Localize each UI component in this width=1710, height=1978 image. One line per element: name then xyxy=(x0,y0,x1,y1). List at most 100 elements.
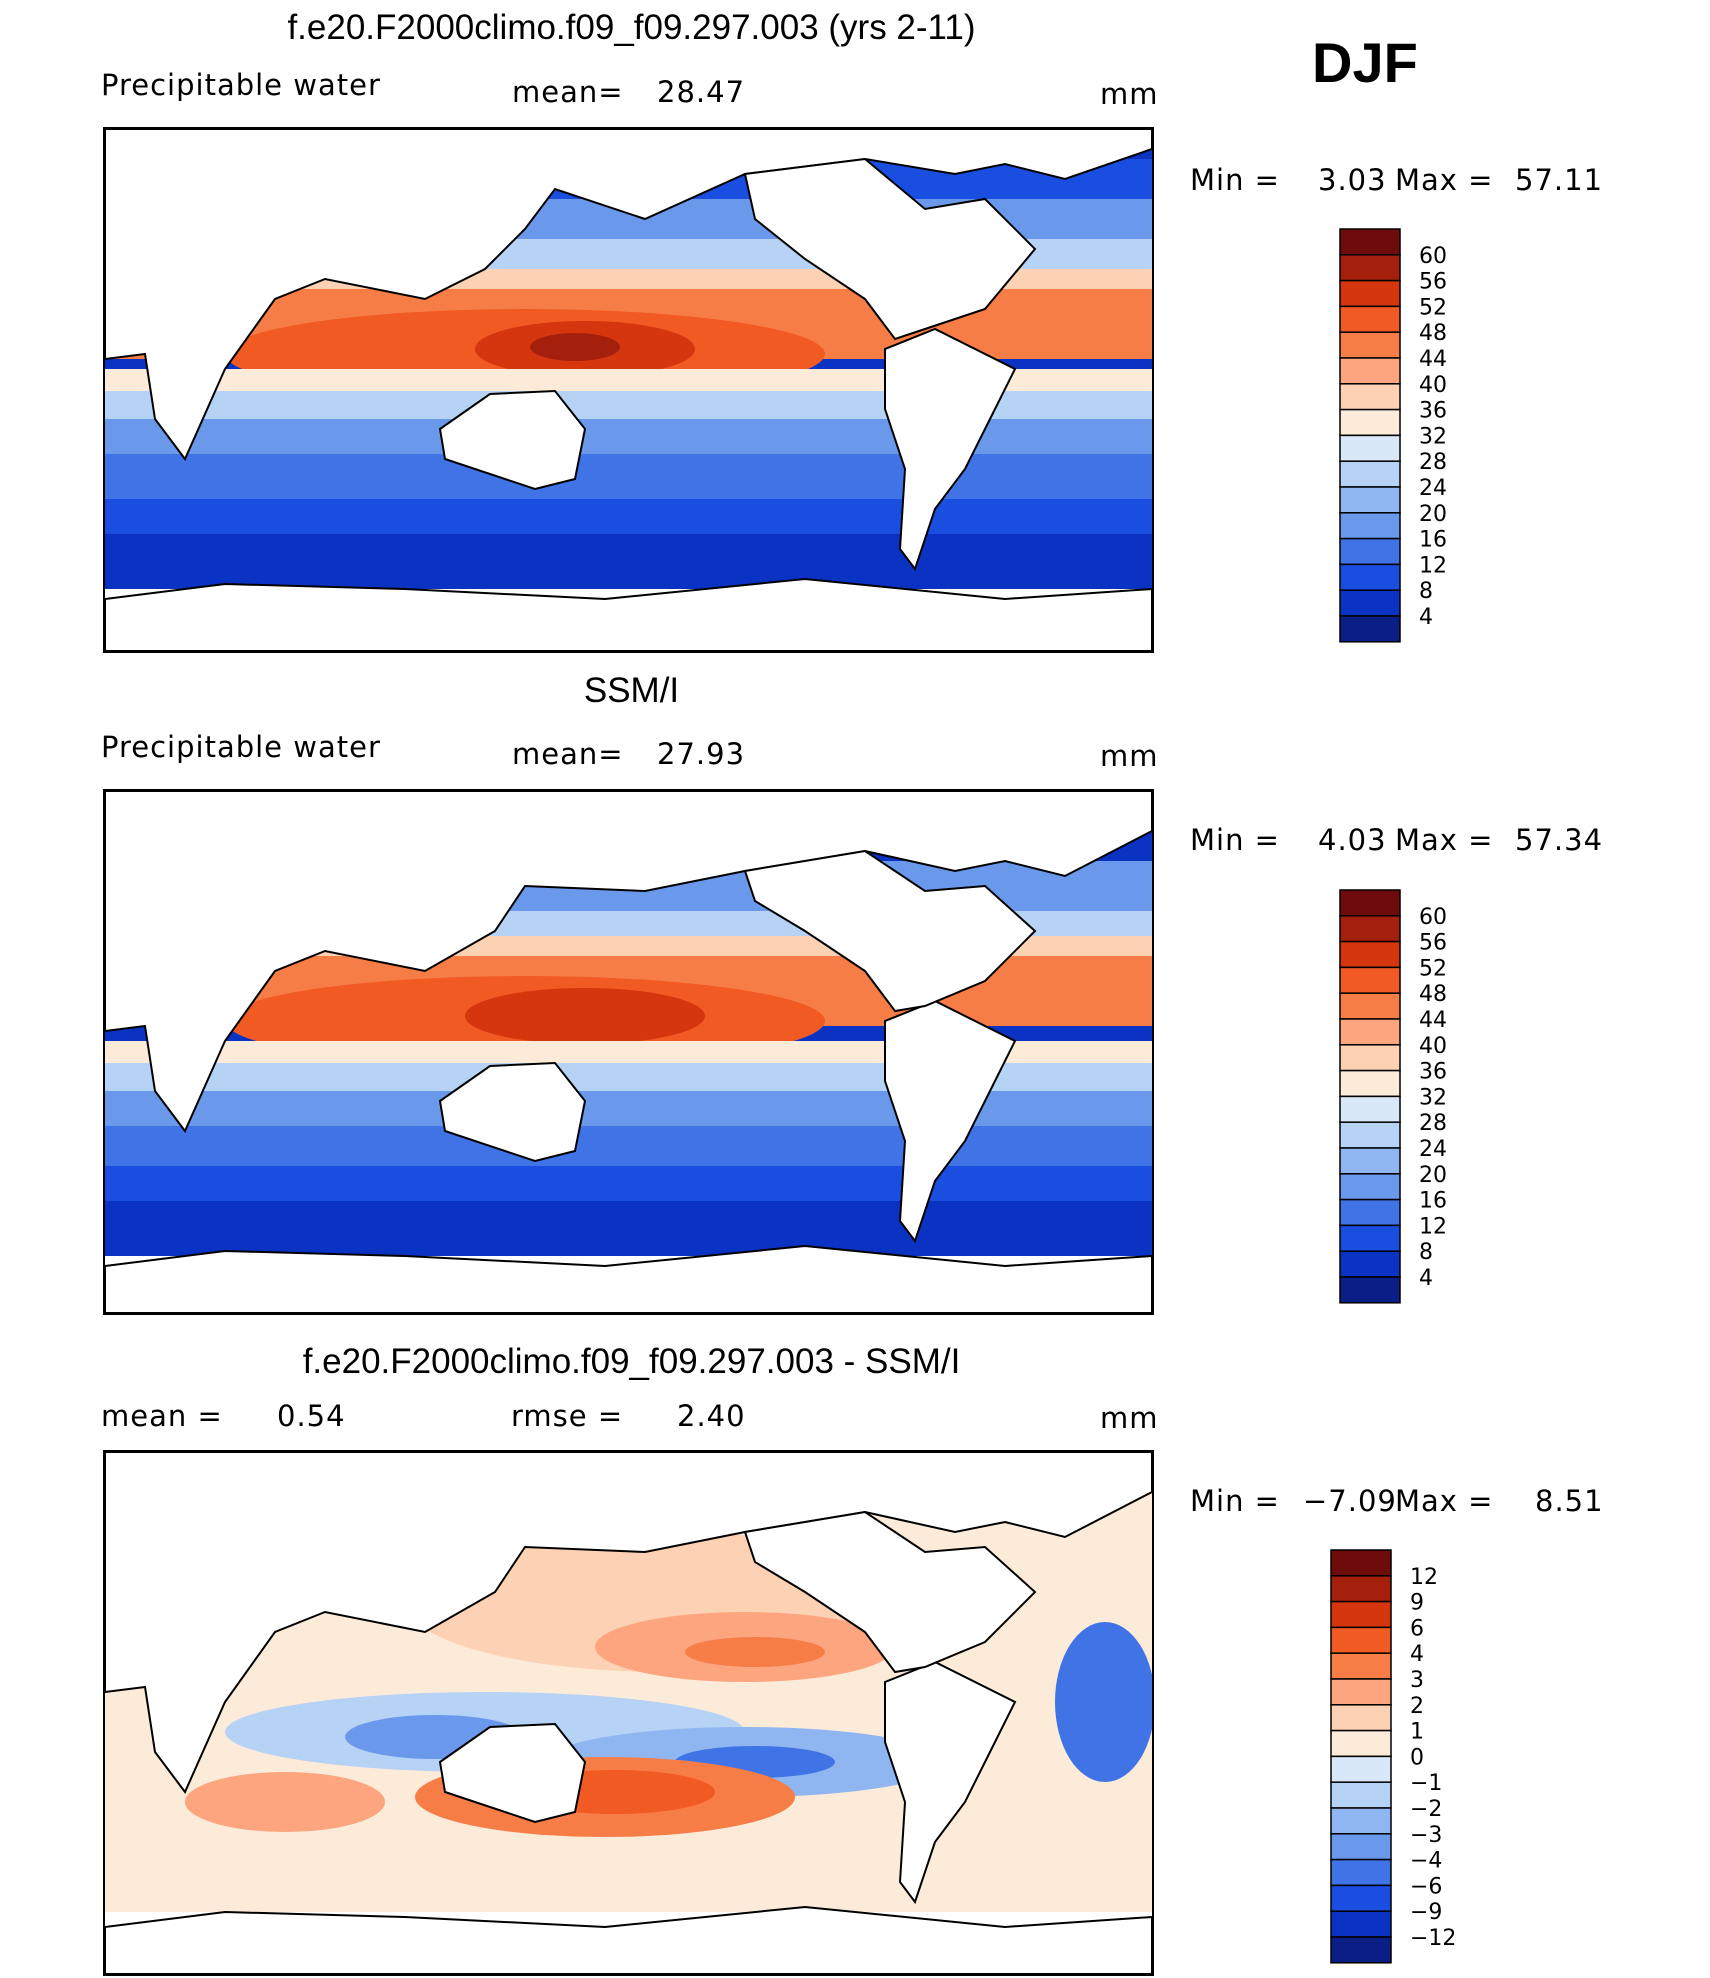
colorbar-tick-label: 32 xyxy=(1419,424,1447,449)
colorbar-swatch xyxy=(1330,1626,1392,1654)
panel2-colorbar: 60 56 52 48 44 40 36 32 28 24 20 16 12 8 4 xyxy=(1339,889,1479,1306)
panel3-min-label: Min = xyxy=(1190,1484,1280,1518)
colorbar-swatch xyxy=(1339,1198,1401,1227)
panel1-map-svg xyxy=(105,129,1152,651)
panel3-mean-value: 0.54 xyxy=(277,1399,346,1433)
colorbar-tick-label: 36 xyxy=(1419,1060,1447,1085)
colorbar-swatch xyxy=(1339,228,1401,256)
panel3-mean-label: mean = xyxy=(101,1399,223,1433)
colorbar-swatch xyxy=(1339,1018,1401,1046)
panel1-map xyxy=(103,127,1154,653)
panel2-variable-label: Precipitable water xyxy=(101,730,381,764)
panel2-max-label: Max = xyxy=(1395,823,1494,857)
colorbar-swatch xyxy=(1339,512,1401,540)
panel1-min-value: 3.03 xyxy=(1318,163,1387,197)
colorbar-swatch xyxy=(1330,1549,1392,1577)
panel1-variable-label: Precipitable water xyxy=(101,68,381,102)
colorbar-swatch xyxy=(1339,889,1401,917)
colorbar-swatch xyxy=(1339,305,1401,333)
colorbar-tick-label: 24 xyxy=(1419,476,1447,501)
season-label: DJF xyxy=(1312,31,1418,94)
colorbar-swatch xyxy=(1339,486,1401,514)
colorbar-tick-label: 56 xyxy=(1419,270,1447,295)
panel2-mean-value: 27.93 xyxy=(657,737,746,771)
colorbar-tick-label: −2 xyxy=(1410,1797,1442,1822)
colorbar-swatch xyxy=(1339,1069,1401,1098)
colorbar-swatch xyxy=(1339,254,1401,282)
panel3-max-label: Max = xyxy=(1395,1484,1494,1518)
colorbar-swatch xyxy=(1339,1044,1401,1072)
colorbar-tick-label: 12 xyxy=(1419,1214,1447,1239)
colorbar-swatch xyxy=(1339,966,1401,994)
colorbar-swatch xyxy=(1339,1224,1401,1252)
colorbar-tick-label: −6 xyxy=(1410,1874,1442,1899)
colorbar-swatch xyxy=(1330,1884,1392,1912)
colorbar-swatch xyxy=(1339,563,1401,591)
colorbar-tick-label: 60 xyxy=(1419,905,1447,930)
colorbar-swatch xyxy=(1339,1147,1401,1175)
colorbar-swatch xyxy=(1339,357,1401,385)
panel2-units: mm xyxy=(1100,739,1159,773)
colorbar-tick-label: 28 xyxy=(1419,1111,1447,1136)
colorbar-tick-label: 4 xyxy=(1410,1642,1424,1667)
colorbar-swatch xyxy=(1330,1678,1392,1706)
colorbar-tick-label: 8 xyxy=(1419,579,1433,604)
colorbar-swatch xyxy=(1339,408,1401,437)
panel1-units: mm xyxy=(1100,77,1159,111)
colorbar-swatch xyxy=(1339,1095,1401,1123)
colorbar-swatch xyxy=(1330,1858,1392,1887)
colorbar-tick-label: 4 xyxy=(1419,1266,1433,1291)
colorbar-tick-label: −1 xyxy=(1410,1771,1442,1796)
panel1-mean-value: 28.47 xyxy=(657,75,746,109)
colorbar-swatch xyxy=(1330,1910,1392,1938)
colorbar-tick-label: 40 xyxy=(1419,1034,1447,1059)
colorbar-tick-label: 60 xyxy=(1419,244,1447,269)
colorbar-tick-label: 12 xyxy=(1410,1565,1438,1590)
colorbar-swatch xyxy=(1330,1755,1392,1783)
panel3-rmse-label: rmse = xyxy=(511,1399,624,1433)
colorbar-swatch xyxy=(1330,1781,1392,1809)
panel2-mean-label: mean= xyxy=(512,737,624,771)
colorbar-tick-label: −3 xyxy=(1410,1823,1442,1848)
colorbar-swatch xyxy=(1339,940,1401,969)
colorbar-swatch xyxy=(1330,1600,1392,1629)
panel3-map xyxy=(103,1450,1154,1976)
colorbar-swatch xyxy=(1339,331,1401,359)
colorbar-swatch xyxy=(1339,1250,1401,1278)
colorbar-swatch xyxy=(1339,915,1401,943)
panel3-title: f.e20.F2000climo.f09_f09.297.003 - SSM/I xyxy=(302,1342,961,1381)
colorbar-swatch xyxy=(1330,1833,1392,1861)
colorbar-tick-label: 12 xyxy=(1419,553,1447,578)
colorbar-swatch xyxy=(1339,589,1401,617)
colorbar-swatch xyxy=(1339,615,1401,643)
panel1-max-label: Max = xyxy=(1395,163,1494,197)
panel2-max-value: 57.34 xyxy=(1515,823,1604,857)
colorbar-tick-label: 9 xyxy=(1410,1591,1424,1616)
colorbar-swatch xyxy=(1339,1173,1401,1201)
panel2-map xyxy=(103,789,1154,1315)
colorbar-swatch xyxy=(1339,434,1401,462)
panel2-map-svg xyxy=(105,791,1152,1313)
colorbar-tick-label: 16 xyxy=(1419,528,1447,553)
panel1-title: f.e20.F2000climo.f09_f09.297.003 (yrs 2-… xyxy=(287,8,976,47)
colorbar-tick-label: −9 xyxy=(1410,1900,1442,1925)
colorbar-swatch xyxy=(1330,1575,1392,1603)
colorbar-tick-label: 40 xyxy=(1419,373,1447,398)
colorbar-tick-label: 56 xyxy=(1419,931,1447,956)
panel2-title: SSM/I xyxy=(583,671,680,710)
colorbar-tick-label: 16 xyxy=(1419,1189,1447,1214)
panel3-map-svg xyxy=(105,1452,1152,1974)
colorbar-tick-label: 52 xyxy=(1419,295,1447,320)
colorbar-swatch xyxy=(1330,1936,1392,1964)
colorbar-tick-label: 1 xyxy=(1410,1720,1424,1745)
colorbar-swatch xyxy=(1339,537,1401,566)
colorbar-swatch xyxy=(1330,1652,1392,1680)
colorbar-tick-label: −4 xyxy=(1410,1849,1442,1874)
panel3-rmse-value: 2.40 xyxy=(677,1399,746,1433)
panel1-mean-label: mean= xyxy=(512,75,624,109)
colorbar-tick-label: 4 xyxy=(1419,605,1433,630)
panel1-min-label: Min = xyxy=(1190,163,1280,197)
